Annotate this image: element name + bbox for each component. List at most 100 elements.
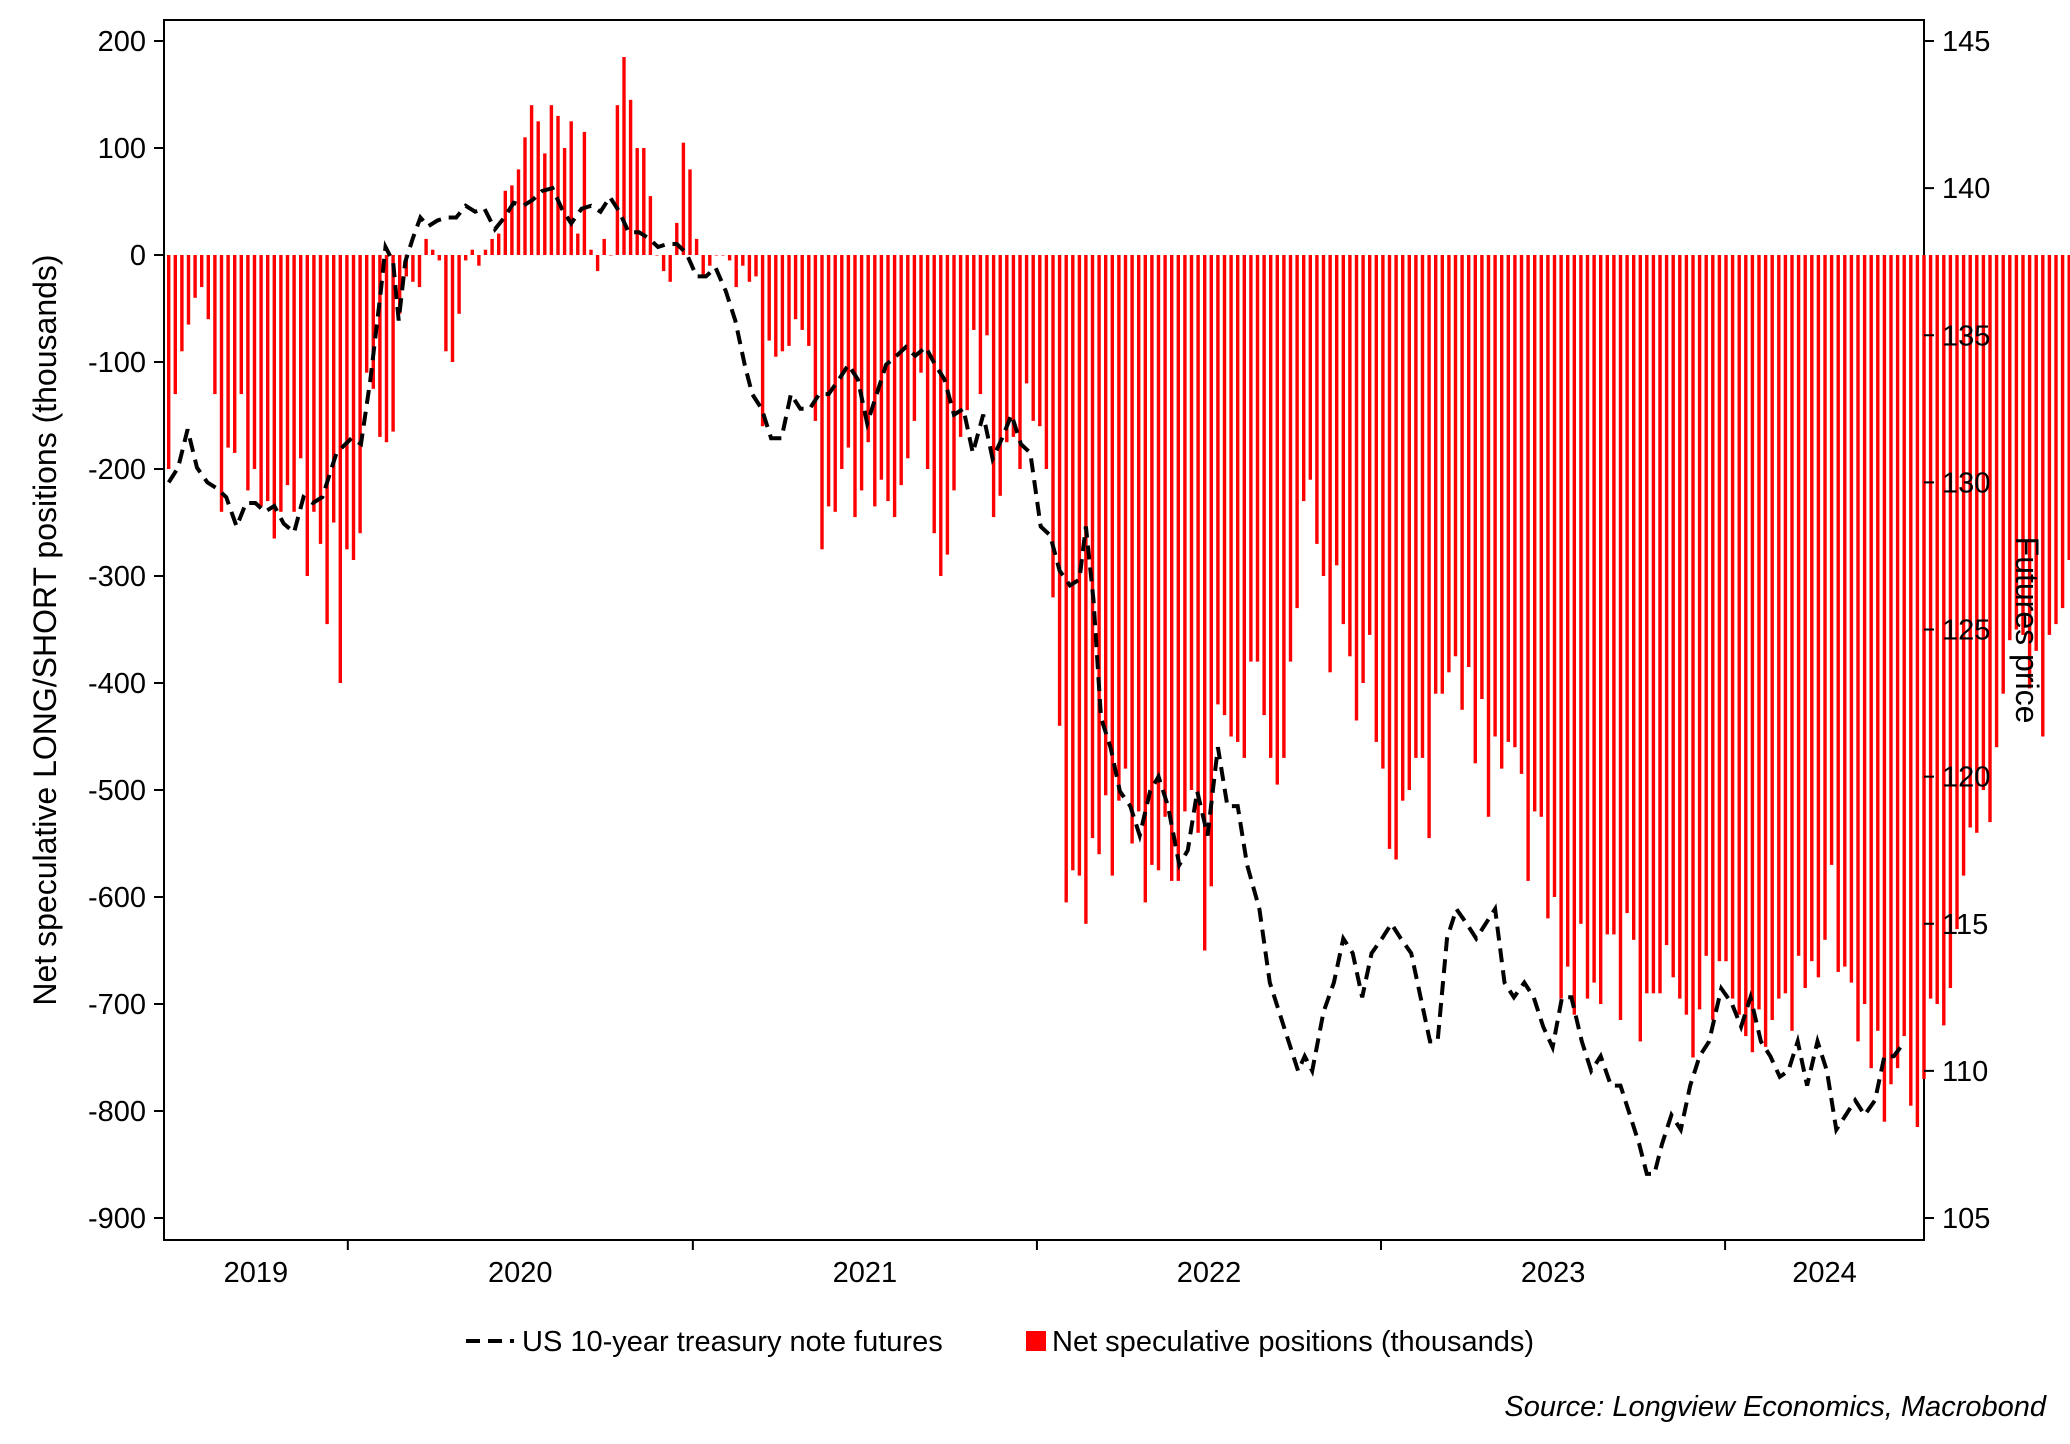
- bar: [1961, 255, 1966, 876]
- bar: [1803, 255, 1807, 988]
- left-tick-label: 100: [98, 133, 146, 165]
- bar: [668, 255, 672, 282]
- bar: [1282, 255, 1286, 758]
- bar: [939, 255, 943, 576]
- bar: [391, 255, 395, 432]
- bar: [318, 255, 323, 544]
- bar: [1513, 255, 1517, 748]
- bar: [1763, 255, 1768, 1047]
- bar: [1051, 255, 1055, 598]
- bar: [246, 255, 250, 491]
- bar: [1935, 255, 1939, 1004]
- right-axis-title: Futures price: [2009, 537, 2045, 724]
- bar: [1321, 255, 1326, 576]
- bar: [1922, 255, 1926, 1079]
- left-tick-label: -200: [88, 454, 146, 486]
- bar: [1368, 255, 1372, 635]
- bar: [503, 190, 507, 255]
- bar: [1678, 255, 1682, 999]
- bar: [1928, 255, 1933, 999]
- bar: [332, 255, 336, 523]
- x-tick-label: 2023: [1521, 1257, 1586, 1289]
- bar: [1506, 255, 1510, 742]
- bar: [1348, 255, 1352, 657]
- bar: [1354, 255, 1359, 721]
- bar: [1447, 255, 1451, 673]
- bar: [1796, 255, 1801, 956]
- bar: [457, 255, 461, 314]
- bar: [840, 255, 844, 469]
- bar: [754, 255, 758, 277]
- bar: [1097, 255, 1101, 855]
- right-axis: 145 140 135 130 125 120 115 110 105: [1924, 26, 1990, 1235]
- bar: [1381, 255, 1385, 769]
- bar: [1038, 255, 1042, 427]
- left-tick-label: -400: [88, 668, 146, 700]
- bar: [398, 255, 402, 314]
- bar: [1711, 255, 1715, 1020]
- bar: [991, 255, 996, 518]
- bar: [378, 255, 382, 437]
- bar: [1044, 255, 1049, 469]
- bar: [1777, 255, 1781, 999]
- bar: [945, 255, 950, 555]
- x-tick-label: 2020: [488, 1257, 553, 1289]
- bar: [972, 255, 976, 330]
- bar: [1882, 255, 1887, 1122]
- bar: [1123, 255, 1128, 769]
- bar: [681, 142, 686, 255]
- bar: [1585, 255, 1590, 999]
- bar: [1862, 255, 1867, 1004]
- bar: [628, 99, 633, 255]
- source-note: Source: Longview Economics, Macrobond: [1504, 1391, 2046, 1423]
- left-tick-label: -100: [88, 347, 146, 379]
- bar: [2060, 255, 2065, 609]
- bar: [688, 169, 692, 255]
- bar: [747, 255, 752, 282]
- bar: [226, 255, 230, 448]
- bar: [1942, 255, 1946, 1026]
- bar: [1394, 255, 1398, 860]
- right-tick-label: 115: [1942, 909, 1988, 941]
- bar: [259, 255, 263, 507]
- bar: [1401, 255, 1405, 801]
- bar: [417, 255, 422, 288]
- bar: [213, 255, 217, 395]
- bar: [1625, 255, 1629, 914]
- bar: [793, 255, 798, 320]
- bar: [859, 255, 864, 491]
- bar: [1724, 255, 1728, 962]
- bar: [1592, 255, 1596, 983]
- bar: [1539, 255, 1543, 817]
- bar: [879, 255, 884, 480]
- bar: [866, 255, 870, 443]
- bar: [1843, 255, 1847, 967]
- bar: [1849, 255, 1854, 983]
- bar: [932, 255, 936, 534]
- bar: [444, 255, 448, 352]
- bar: [1440, 255, 1444, 694]
- bar: [925, 255, 930, 469]
- bar: [1453, 255, 1458, 657]
- legend-label-futures: US 10-year treasury note futures: [522, 1326, 943, 1358]
- bar: [1057, 255, 1062, 726]
- bar: [1414, 255, 1418, 758]
- bar: [252, 255, 257, 469]
- plot-frame: [163, 19, 1925, 1241]
- bar: [2008, 255, 2012, 641]
- bar: [536, 121, 540, 256]
- bar: [1143, 255, 1147, 903]
- bar: [173, 255, 177, 395]
- bar: [1156, 255, 1161, 871]
- bar: [2067, 255, 2070, 560]
- bar: [186, 255, 191, 325]
- bar: [1374, 255, 1378, 742]
- bar: [450, 255, 455, 362]
- bar: [437, 255, 441, 261]
- bar: [576, 233, 580, 255]
- bar: [1902, 255, 1906, 1037]
- bar: [886, 255, 890, 502]
- bar: [648, 196, 653, 255]
- bar: [2014, 255, 2019, 630]
